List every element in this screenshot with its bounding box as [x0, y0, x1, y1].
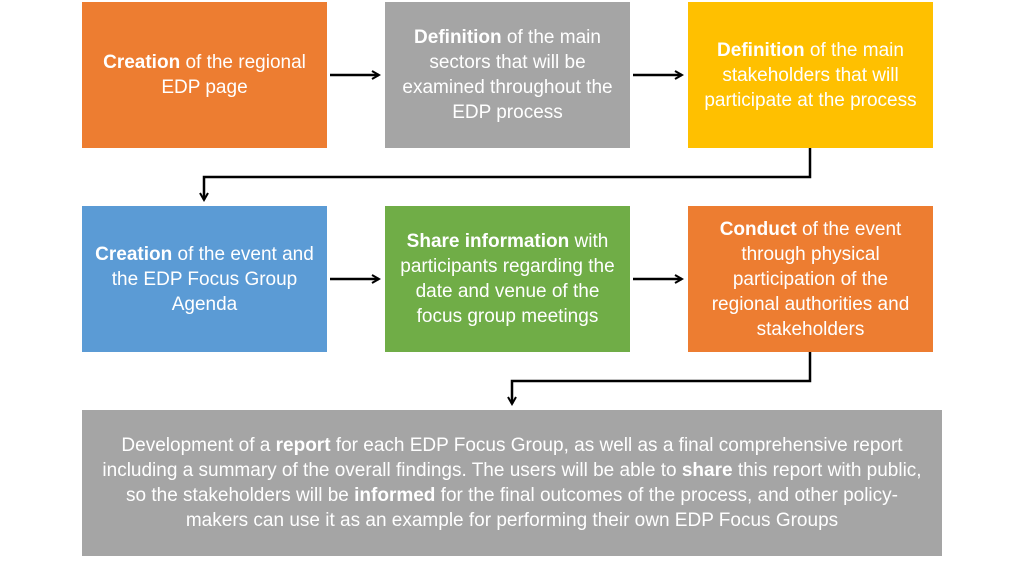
step-1-text: Creation of the regional EDP page	[103, 52, 306, 98]
final-step-text: Development of a report for each EDP Foc…	[102, 435, 922, 531]
arrow-step3-to-step4	[204, 148, 812, 200]
step-2-text: Definition of the main sectors that will…	[402, 27, 613, 123]
step-3-box: Definition of the main stakeholders that…	[688, 2, 933, 148]
final-step-box: Development of a report for each EDP Foc…	[82, 410, 942, 556]
step-4-text: Creation of the event and the EDP Focus …	[95, 243, 314, 315]
step-3-text: Definition of the main stakeholders that…	[704, 39, 917, 111]
step-1-box: Creation of the regional EDP page	[82, 2, 327, 148]
step-6-box: Conduct of the event through physical pa…	[688, 206, 933, 352]
arrow-step6-to-final	[512, 352, 812, 404]
step-2-box: Definition of the main sectors that will…	[385, 2, 630, 148]
step-6-text: Conduct of the event through physical pa…	[711, 218, 910, 340]
step-4-box: Creation of the event and the EDP Focus …	[82, 206, 327, 352]
step-5-text: Share information with participants rega…	[400, 231, 615, 327]
step-5-box: Share information with participants rega…	[385, 206, 630, 352]
